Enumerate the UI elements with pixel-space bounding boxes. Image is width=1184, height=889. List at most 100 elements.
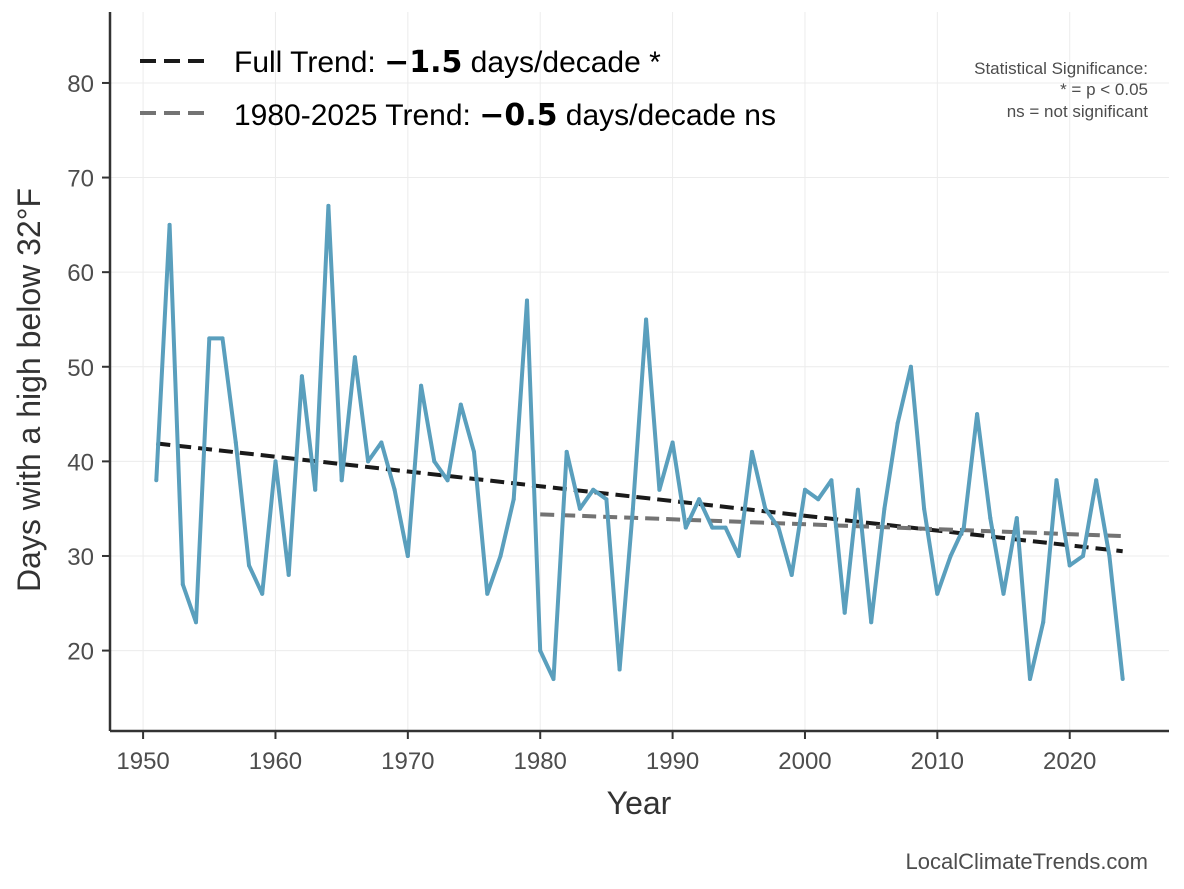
- data-point-2007: [895, 421, 900, 426]
- data-point-1980: [538, 648, 543, 653]
- data-point-1957: [233, 440, 238, 445]
- data-point-1991: [683, 525, 688, 530]
- data-point-1978: [511, 497, 516, 502]
- data-point-1964: [326, 203, 331, 208]
- x-tick-label-1990: 1990: [646, 748, 699, 775]
- source-watermark: LocalClimateTrends.com: [906, 849, 1149, 874]
- data-point-1953: [180, 582, 185, 587]
- data-point-2020: [1067, 563, 1072, 568]
- data-point-1963: [313, 487, 318, 492]
- data-point-1955: [207, 336, 212, 341]
- data-point-1985: [604, 497, 609, 502]
- data-point-1959: [260, 591, 265, 596]
- significance-ns: ns = not significant: [1007, 102, 1149, 121]
- data-point-2023: [1107, 554, 1112, 558]
- legend: Full Trend: −1.5 days/decade * 1980-2025…: [140, 45, 776, 133]
- legend-value-full-trend: −1.5: [384, 45, 462, 80]
- data-point-2018: [1041, 620, 1046, 625]
- data-point-1990: [670, 440, 675, 445]
- data-point-1984: [591, 487, 596, 492]
- data-point-1969: [392, 487, 397, 492]
- data-point-1970: [405, 554, 410, 558]
- legend-label-full-trend: Full Trend: −1.5 days/decade *: [234, 45, 661, 80]
- data-point-1952: [167, 222, 172, 227]
- legend-value-recent-trend: −0.5: [479, 98, 557, 133]
- legend-prefix-full-trend: Full Trend:: [234, 46, 384, 79]
- y-tick-label-70: 70: [67, 166, 94, 193]
- data-point-1994: [723, 525, 728, 530]
- legend-label-recent-trend: 1980-2025 Trend: −0.5 days/decade ns: [234, 98, 776, 133]
- data-point-1974: [458, 402, 463, 407]
- y-tick-label-40: 40: [67, 449, 94, 476]
- data-point-1995: [736, 554, 741, 558]
- data-point-2013: [975, 412, 980, 417]
- data-point-2022: [1094, 478, 1099, 483]
- series-line-0: [154, 203, 1125, 681]
- data-point-2001: [816, 497, 821, 502]
- data-point-2005: [869, 620, 874, 625]
- significance-note: Statistical Significance: * = p < 0.05 n…: [974, 59, 1148, 121]
- data-point-1968: [379, 440, 384, 445]
- legend-suffix-recent-trend: days/decade ns: [557, 99, 775, 132]
- x-tick-label-1980: 1980: [514, 748, 567, 775]
- data-point-1967: [366, 459, 371, 464]
- data-point-1986: [617, 667, 622, 672]
- data-point-1987: [630, 506, 635, 511]
- data-point-2019: [1054, 478, 1059, 483]
- y-tick-label-50: 50: [67, 355, 94, 382]
- data-point-2011: [948, 554, 953, 558]
- data-point-1982: [564, 449, 569, 454]
- axes: [108, 12, 1169, 733]
- x-ticks: 1950 1960 1970 1980 1990 2000 2010 2020: [116, 731, 1096, 775]
- significance-title: Statistical Significance:: [974, 59, 1148, 78]
- data-point-2008: [908, 364, 913, 369]
- x-tick-label-2020: 2020: [1043, 748, 1096, 775]
- data-point-2002: [829, 478, 834, 483]
- data-point-2000: [803, 487, 807, 492]
- data-point-1954: [194, 620, 198, 625]
- data-point-1975: [472, 449, 476, 454]
- data-point-1966: [352, 355, 357, 360]
- data-point-1993: [710, 525, 715, 530]
- data-point-1956: [220, 336, 225, 341]
- y-ticks: 20 30 40 50 60 70 80: [67, 71, 110, 666]
- data-point-1983: [577, 506, 582, 511]
- y-axis-title: Days with a high below 32°F: [11, 188, 47, 592]
- legend-suffix-full-trend: days/decade *: [462, 46, 661, 79]
- data-point-2015: [1001, 591, 1006, 596]
- data-point-1997: [763, 506, 768, 511]
- data-point-1961: [286, 572, 291, 577]
- data-point-2016: [1014, 516, 1019, 521]
- data-series: [154, 203, 1125, 681]
- x-tick-label-1950: 1950: [116, 748, 169, 775]
- data-point-2004: [855, 487, 860, 492]
- x-tick-label-1970: 1970: [381, 748, 434, 775]
- y-tick-label-20: 20: [67, 639, 94, 666]
- x-tick-label-2000: 2000: [778, 748, 831, 775]
- data-point-1998: [776, 525, 781, 530]
- data-point-2012: [961, 525, 966, 530]
- legend-prefix-recent-trend: 1980-2025 Trend:: [234, 99, 479, 132]
- data-point-1976: [485, 591, 490, 596]
- data-point-1981: [551, 677, 556, 681]
- data-point-1972: [432, 459, 437, 464]
- y-tick-label-80: 80: [67, 71, 94, 98]
- data-point-2010: [935, 591, 940, 596]
- data-point-2021: [1081, 554, 1085, 558]
- data-point-2009: [922, 506, 927, 511]
- data-point-1973: [445, 478, 450, 483]
- significance-star: * = p < 0.05: [1060, 80, 1148, 99]
- data-point-1971: [419, 383, 424, 388]
- data-point-1965: [339, 478, 344, 483]
- data-point-2003: [842, 610, 847, 615]
- data-point-1958: [247, 563, 251, 568]
- data-point-1999: [789, 572, 794, 577]
- data-point-1989: [657, 487, 662, 492]
- trend-lines: [156, 441, 1123, 554]
- x-axis-title: Year: [607, 785, 672, 821]
- data-point-2006: [882, 506, 887, 511]
- y-tick-label-30: 30: [67, 544, 94, 571]
- data-point-1996: [750, 449, 754, 454]
- x-tick-label-2010: 2010: [911, 748, 964, 775]
